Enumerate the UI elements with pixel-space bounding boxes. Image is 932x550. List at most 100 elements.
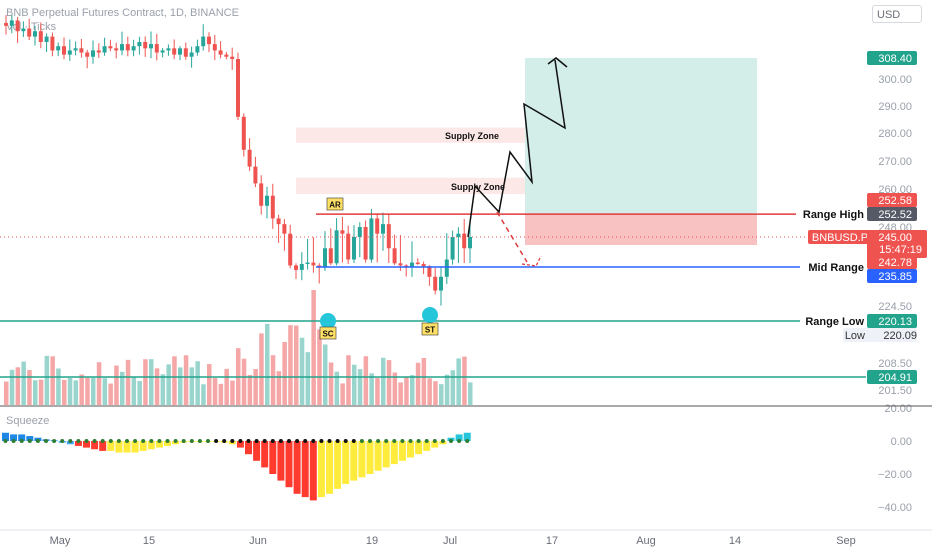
candle-body bbox=[201, 36, 206, 47]
squeeze-bar bbox=[390, 441, 398, 465]
candle-body bbox=[462, 233, 467, 249]
marker-text: AR bbox=[329, 201, 341, 210]
candle-body bbox=[56, 46, 61, 51]
volume-bar bbox=[50, 356, 55, 405]
squeeze-dot bbox=[408, 439, 413, 443]
squeeze-dot bbox=[197, 439, 202, 443]
squeeze-bar bbox=[269, 441, 277, 474]
squeeze-bar bbox=[374, 441, 382, 471]
supply-zone-label: Supply Zone bbox=[445, 131, 499, 141]
last-price-symbol: BNBUSD.P bbox=[812, 232, 868, 244]
squeeze-bar bbox=[131, 441, 139, 453]
last-price-value: 245.00 bbox=[878, 232, 912, 244]
sc-circle bbox=[320, 313, 336, 329]
squeeze-dot bbox=[3, 439, 8, 443]
volume-bar bbox=[398, 382, 403, 405]
mid-range-label: Mid Range bbox=[808, 262, 864, 274]
squeeze-dot bbox=[238, 439, 243, 443]
squeeze-dot bbox=[19, 439, 24, 443]
candle-body bbox=[398, 263, 403, 266]
supply-zone-label: Supply Zone bbox=[451, 182, 505, 192]
squeeze-dot bbox=[319, 439, 324, 443]
candle-body bbox=[207, 36, 211, 45]
volume-bar bbox=[62, 379, 67, 405]
volume-bar bbox=[56, 368, 61, 405]
profit-zone bbox=[525, 58, 757, 237]
squeeze-dot bbox=[60, 439, 65, 443]
candle-body bbox=[253, 166, 258, 184]
last-price-symbol-bg bbox=[808, 230, 871, 244]
candle-body bbox=[439, 276, 443, 291]
candle-body bbox=[4, 23, 8, 26]
volume-bar bbox=[154, 368, 160, 405]
candle-body bbox=[392, 248, 397, 264]
tag-204-bg bbox=[867, 370, 917, 384]
volume-bar bbox=[392, 372, 398, 405]
y-tick-label: 208.50 bbox=[878, 358, 912, 370]
squeeze-y-tick: −20.00 bbox=[878, 469, 912, 481]
candle-body bbox=[404, 265, 409, 267]
volume-bar bbox=[96, 362, 102, 405]
squeeze-layer: Squeeze 20.00 0.00 −20.00 −40.00 bbox=[2, 403, 912, 514]
squeeze-dot bbox=[35, 439, 40, 443]
candle-body bbox=[189, 52, 194, 57]
squeeze-dot bbox=[303, 439, 308, 443]
squeeze-bar bbox=[407, 441, 414, 458]
candle-body bbox=[27, 28, 32, 37]
volume-bar bbox=[265, 323, 270, 405]
candle-body bbox=[305, 262, 310, 265]
candle-body bbox=[38, 31, 43, 42]
volume-bar bbox=[340, 383, 345, 405]
currency-selector[interactable]: USD bbox=[872, 5, 922, 23]
squeeze-bar bbox=[398, 441, 406, 461]
volume-bar bbox=[230, 380, 235, 405]
squeeze-dot bbox=[359, 439, 364, 443]
candle-body bbox=[357, 227, 362, 237]
volume-bar bbox=[450, 370, 456, 405]
volume-bar bbox=[468, 382, 473, 405]
squeeze-bar bbox=[277, 441, 285, 481]
candle-body bbox=[131, 46, 136, 51]
volume-bar bbox=[178, 367, 183, 405]
squeeze-bar bbox=[115, 441, 123, 453]
squeeze-y-tick: 20.00 bbox=[884, 403, 912, 415]
squeeze-dot bbox=[11, 439, 16, 443]
candle-body bbox=[294, 265, 298, 270]
tag-target-bg bbox=[867, 51, 917, 65]
candle-body bbox=[96, 50, 101, 53]
volume-bar bbox=[27, 370, 32, 405]
candle-body bbox=[218, 50, 223, 55]
candle-body bbox=[410, 262, 414, 267]
squeeze-dot bbox=[432, 439, 437, 443]
candle-body bbox=[125, 44, 130, 51]
volume-bar bbox=[131, 377, 137, 405]
candle-body bbox=[183, 48, 188, 57]
marker-text: SC bbox=[322, 330, 333, 339]
volume-bar bbox=[415, 362, 421, 405]
downside-path bbox=[496, 211, 528, 263]
volume-bar bbox=[352, 364, 357, 405]
squeeze-dot bbox=[165, 439, 170, 443]
marker-st: ST bbox=[421, 322, 439, 336]
squeeze-bar bbox=[18, 434, 26, 441]
squeeze-bar bbox=[10, 434, 18, 441]
y-tick-label: 224.50 bbox=[878, 301, 912, 313]
volume-bar bbox=[294, 325, 299, 405]
volume-bar bbox=[404, 377, 409, 405]
volume-bar bbox=[207, 364, 212, 405]
volume-bar bbox=[149, 359, 154, 405]
squeeze-bar bbox=[139, 441, 147, 451]
candle-body bbox=[120, 44, 124, 51]
volume-bar bbox=[439, 384, 444, 405]
volume-bar bbox=[299, 337, 305, 405]
volume-bar bbox=[137, 381, 142, 405]
candle-body bbox=[195, 46, 200, 53]
candle-body bbox=[456, 233, 461, 237]
squeeze-bar bbox=[155, 441, 163, 448]
marker-box bbox=[319, 326, 337, 340]
volume-bar bbox=[85, 377, 90, 405]
candle-body bbox=[427, 266, 432, 277]
squeeze-dot bbox=[149, 439, 154, 443]
